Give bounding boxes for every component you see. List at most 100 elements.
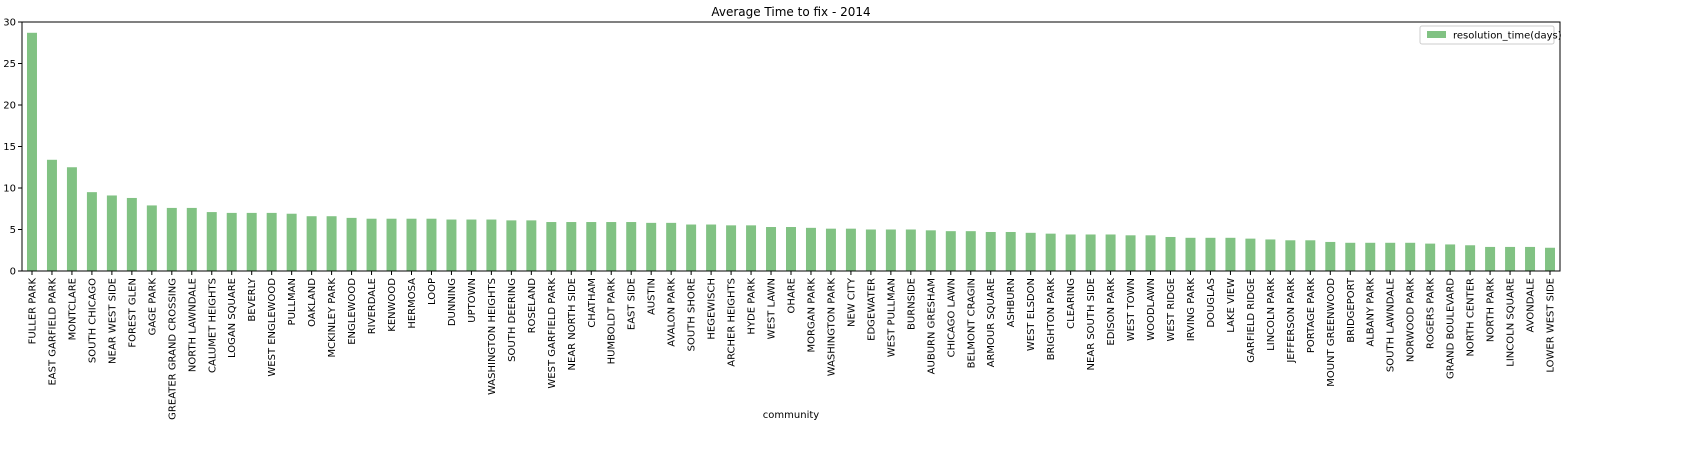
bar — [1345, 243, 1355, 271]
bar — [1166, 237, 1176, 271]
bar — [1146, 235, 1156, 271]
bar — [407, 219, 417, 271]
x-tick-label: LOWER WEST SIDE — [1546, 278, 1557, 373]
x-axis: FULLER PARK EAST GARFIELD PARK MONTCLARE SO… — [27, 271, 1556, 420]
x-tick-label: WEST ELSDON — [1026, 278, 1037, 351]
bar — [1106, 234, 1116, 271]
bar — [1086, 234, 1096, 271]
bar — [546, 222, 556, 271]
bar — [706, 225, 716, 271]
y-tick-label: 20 — [3, 101, 16, 112]
x-axis-label: community — [763, 410, 819, 421]
bar — [1525, 247, 1535, 271]
bar — [806, 228, 816, 271]
x-tick-label: ALBANY PARK — [1366, 278, 1377, 347]
bar — [966, 231, 976, 271]
x-tick-label: AUSTIN — [647, 278, 658, 315]
bar — [1465, 245, 1475, 271]
x-tick-label: RIVERDALE — [367, 278, 378, 334]
x-tick-label: CHICAGO LAWN — [946, 278, 957, 357]
bar — [127, 198, 137, 271]
x-tick-label: DOUGLAS — [1206, 278, 1217, 328]
x-tick-label: MCKINLEY PARK — [327, 278, 338, 358]
x-tick-label: NEAR NORTH SIDE — [567, 278, 578, 370]
y-tick-label: 15 — [3, 142, 16, 153]
bar — [187, 208, 197, 271]
x-tick-label: MORGAN PARK — [806, 278, 817, 353]
x-tick-label: BRIGHTON PARK — [1046, 278, 1057, 361]
x-tick-label: LINCOLN PARK — [1266, 278, 1277, 351]
x-tick-label: HERMOSA — [407, 278, 418, 329]
bar — [586, 222, 596, 271]
x-tick-label: ROSELAND — [527, 278, 538, 334]
x-tick-label: BURNSIDE — [906, 278, 917, 330]
bar — [307, 216, 317, 271]
x-tick-label: NEAR WEST SIDE — [107, 278, 118, 364]
bar — [267, 213, 277, 271]
bar — [227, 213, 237, 271]
x-tick-label: GARFIELD RIDGE — [1246, 278, 1257, 363]
x-tick-label: WEST RIDGE — [1166, 278, 1177, 342]
x-tick-label: NORWOOD PARK — [1406, 278, 1417, 363]
x-tick-label: MONTCLARE — [67, 278, 78, 340]
bar — [387, 219, 397, 271]
x-tick-label: EAST GARFIELD PARK — [47, 278, 58, 386]
x-tick-label: EDGEWATER — [866, 278, 877, 341]
x-tick-label: JEFFERSON PARK — [1286, 278, 1297, 364]
bar — [1126, 235, 1136, 271]
x-tick-label: WASHINGTON HEIGHTS — [487, 278, 498, 395]
legend-label: resolution_time(days) — [1453, 31, 1562, 42]
x-tick-label: AVALON PARK — [667, 278, 678, 347]
bar — [1505, 247, 1515, 271]
bar — [446, 220, 456, 271]
x-tick-label: BEVERLY — [247, 277, 258, 322]
bar — [1445, 244, 1455, 271]
x-tick-label: FULLER PARK — [27, 278, 38, 345]
bar — [147, 205, 157, 271]
bar — [207, 212, 217, 271]
bar — [506, 220, 516, 271]
bar — [726, 225, 736, 271]
bar — [1425, 244, 1435, 271]
chart-title: Average Time to fix - 2014 — [711, 5, 870, 19]
bar — [686, 225, 696, 271]
x-tick-label: ARMOUR SQUARE — [986, 278, 997, 367]
x-tick-label: GRAND BOULEVARD — [1446, 278, 1457, 379]
x-tick-label: NEAR SOUTH SIDE — [1086, 278, 1097, 370]
x-tick-label: WEST GARFIELD PARK — [547, 278, 558, 389]
x-tick-label: WOODLAWN — [1146, 278, 1157, 341]
x-tick-label: NORTH CENTER — [1466, 278, 1477, 357]
bar — [47, 160, 57, 271]
x-tick-label: WEST LAWN — [767, 278, 778, 339]
x-tick-label: OHARE — [787, 278, 798, 314]
x-tick-label: ROGERS PARK — [1426, 278, 1437, 350]
bar — [626, 222, 636, 271]
bar — [946, 231, 956, 271]
x-tick-label: HEGEWISCH — [707, 278, 718, 340]
bar — [426, 219, 436, 271]
x-tick-label: DUNNING — [447, 278, 458, 326]
bar — [1225, 238, 1235, 271]
x-tick-label: NORTH PARK — [1486, 278, 1497, 343]
bar — [466, 220, 476, 271]
x-tick-label: EAST SIDE — [627, 278, 638, 330]
plot-area: 0 5 10 15 20 25 30 FULLER PARK EAST GARFIELD PA… — [3, 18, 1560, 420]
x-tick-label: IRVING PARK — [1186, 278, 1197, 342]
legend: resolution_time(days) — [1420, 26, 1562, 44]
bar — [1066, 234, 1076, 271]
x-tick-label: SOUTH CHICAGO — [87, 278, 98, 363]
bar — [1285, 240, 1295, 271]
bar — [67, 167, 77, 271]
bar — [1545, 248, 1555, 271]
x-tick-label: WASHINGTON PARK — [826, 278, 837, 377]
bar — [526, 220, 536, 271]
x-tick-label: AVONDALE — [1526, 278, 1537, 332]
x-tick-label: CALUMET HEIGHTS — [207, 278, 218, 373]
bar — [367, 219, 377, 271]
y-tick-label: 5 — [10, 225, 16, 236]
bar — [1185, 238, 1195, 271]
y-tick-label: 30 — [3, 18, 16, 29]
bar — [986, 232, 996, 271]
bar — [766, 227, 776, 271]
x-tick-label: CHATHAM — [587, 278, 598, 328]
